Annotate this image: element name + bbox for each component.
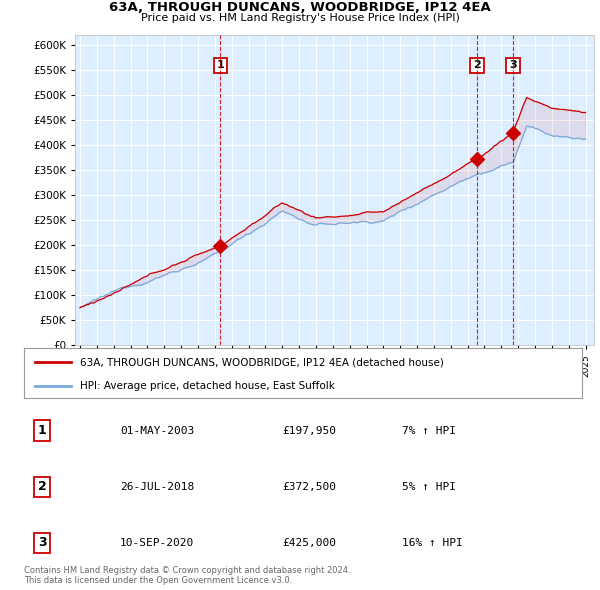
Text: 63A, THROUGH DUNCANS, WOODBRIDGE, IP12 4EA (detached house): 63A, THROUGH DUNCANS, WOODBRIDGE, IP12 4…	[80, 357, 443, 367]
Text: 63A, THROUGH DUNCANS, WOODBRIDGE, IP12 4EA: 63A, THROUGH DUNCANS, WOODBRIDGE, IP12 4…	[109, 1, 491, 14]
Text: 2: 2	[473, 60, 481, 70]
Text: 10-SEP-2020: 10-SEP-2020	[120, 538, 194, 548]
Text: Price paid vs. HM Land Registry's House Price Index (HPI): Price paid vs. HM Land Registry's House …	[140, 13, 460, 23]
Text: 1: 1	[217, 60, 224, 70]
Text: 1: 1	[38, 424, 46, 437]
Text: This data is licensed under the Open Government Licence v3.0.: This data is licensed under the Open Gov…	[24, 576, 292, 585]
Text: 3: 3	[38, 536, 46, 549]
Point	[472, 155, 482, 164]
Text: 7% ↑ HPI: 7% ↑ HPI	[402, 426, 456, 435]
Text: £425,000: £425,000	[282, 538, 336, 548]
Text: £372,500: £372,500	[282, 482, 336, 491]
Text: 3: 3	[509, 60, 517, 70]
Point	[508, 128, 518, 137]
Point	[215, 241, 225, 251]
Text: Contains HM Land Registry data © Crown copyright and database right 2024.: Contains HM Land Registry data © Crown c…	[24, 566, 350, 575]
Text: 26-JUL-2018: 26-JUL-2018	[120, 482, 194, 491]
Text: 16% ↑ HPI: 16% ↑ HPI	[402, 538, 463, 548]
Text: 01-MAY-2003: 01-MAY-2003	[120, 426, 194, 435]
Text: HPI: Average price, detached house, East Suffolk: HPI: Average price, detached house, East…	[80, 381, 335, 391]
Text: 5% ↑ HPI: 5% ↑ HPI	[402, 482, 456, 491]
Text: £197,950: £197,950	[282, 426, 336, 435]
Text: 2: 2	[38, 480, 46, 493]
